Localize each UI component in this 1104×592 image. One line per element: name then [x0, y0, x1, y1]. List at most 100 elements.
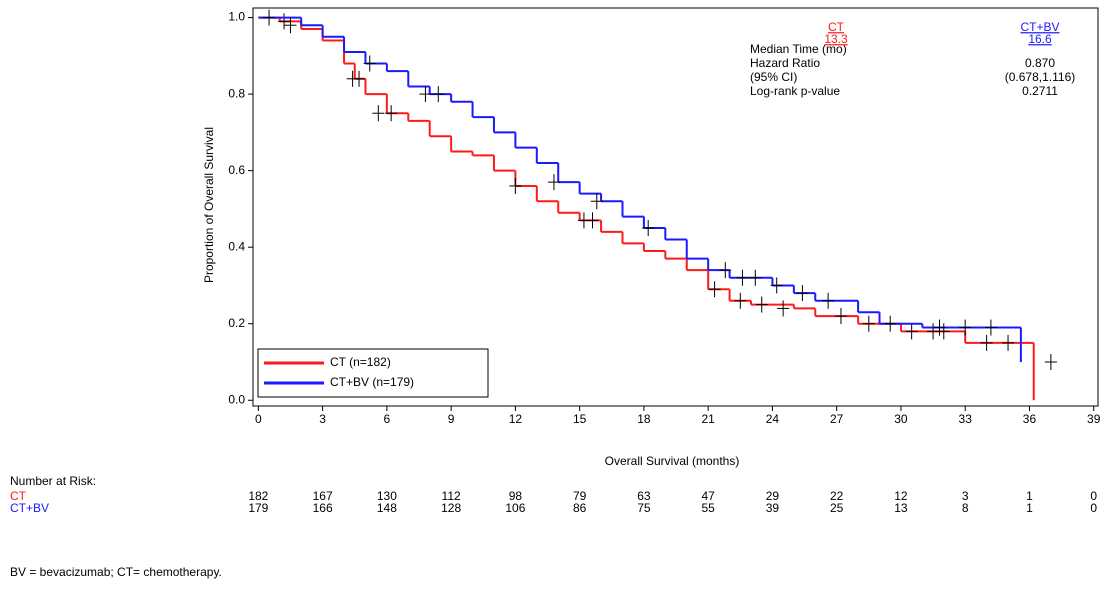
footnote: BV = bevacizumab; CT= chemotherapy. [10, 565, 222, 579]
risk-count: 112 [442, 489, 461, 503]
risk-row-label: CT [10, 489, 27, 503]
censor-mark [278, 13, 291, 30]
censor-mark [927, 323, 940, 340]
risk-count: 3 [962, 489, 969, 503]
risk-count: 0 [1090, 489, 1097, 503]
risk-count: 55 [701, 501, 715, 515]
risk-count: 79 [573, 489, 587, 503]
censor-mark [1044, 353, 1057, 370]
x-tick-label: 15 [573, 412, 587, 426]
censor-mark [749, 269, 762, 286]
censor-mark [770, 277, 783, 294]
stats-label: (95% CI) [750, 70, 797, 84]
risk-count: 166 [313, 501, 333, 515]
y-tick-label: 1.0 [228, 10, 245, 24]
censor-mark [984, 319, 997, 336]
x-tick-label: 24 [766, 412, 780, 426]
stats-label: Hazard Ratio [750, 56, 820, 70]
censor-mark [905, 323, 918, 340]
y-tick-label: 0.8 [228, 86, 245, 100]
censor-mark [719, 262, 732, 279]
risk-count: 130 [377, 489, 397, 503]
risk-count: 98 [509, 489, 523, 503]
y-tick-label: 0.0 [228, 392, 245, 406]
censor-mark [734, 292, 747, 309]
censor-mark [980, 334, 993, 351]
y-axis-label: Proportion of Overall Survival [202, 127, 216, 283]
x-tick-label: 21 [701, 412, 715, 426]
x-tick-label: 33 [959, 412, 973, 426]
censor-mark [959, 319, 972, 336]
censor-mark [884, 315, 897, 332]
censor-mark [419, 86, 432, 103]
x-tick-label: 6 [384, 412, 391, 426]
censor-mark [642, 220, 655, 237]
risk-count: 0 [1090, 501, 1097, 515]
risk-count: 167 [313, 489, 333, 503]
stats-header: CT [828, 20, 845, 34]
risk-count: 1 [1026, 489, 1033, 503]
censor-mark [1002, 334, 1015, 351]
risk-count: 1 [1026, 501, 1033, 515]
legend-label: CT (n=182) [330, 355, 391, 369]
risk-count: 179 [248, 501, 268, 515]
risk-count: 8 [962, 501, 969, 515]
risk-count: 22 [830, 489, 844, 503]
legend-box [257, 348, 489, 398]
y-tick-label: 0.2 [228, 316, 245, 330]
censor-mark [822, 292, 835, 309]
censor-mark [372, 105, 385, 122]
censor-mark [590, 193, 603, 210]
stats-value: 16.6 [1028, 32, 1052, 46]
y-tick-label: 0.4 [228, 239, 245, 253]
x-tick-label: 39 [1087, 412, 1101, 426]
y-tick-label: 0.6 [228, 163, 245, 177]
x-tick-label: 12 [509, 412, 523, 426]
risk-count: 39 [766, 501, 780, 515]
stats-label: Log-rank p-value [750, 84, 840, 98]
censor-mark [509, 177, 522, 194]
plot-frame [252, 7, 1099, 407]
risk-count: 86 [573, 501, 587, 515]
risk-count: 106 [505, 501, 525, 515]
censor-mark [862, 315, 875, 332]
risk-count: 148 [377, 501, 397, 515]
stats-value: 13.3 [824, 32, 848, 46]
risk-count: 13 [894, 501, 908, 515]
risk-count: 29 [766, 489, 780, 503]
censor-mark [363, 55, 376, 72]
x-tick-label: 3 [319, 412, 326, 426]
risk-count: 128 [441, 501, 461, 515]
censor-mark [933, 319, 946, 336]
stats-value: 0.2711 [1022, 84, 1058, 98]
stats-header: CT+BV [1020, 20, 1059, 34]
censor-mark [547, 174, 560, 191]
censor-mark [708, 281, 721, 298]
censor-mark [432, 86, 445, 103]
x-tick-label: 9 [448, 412, 455, 426]
censor-mark [796, 285, 809, 302]
risk-count: 63 [637, 489, 651, 503]
risk-count: 25 [830, 501, 844, 515]
censor-mark [353, 70, 366, 87]
x-tick-label: 18 [637, 412, 651, 426]
stats-value: (0.678,1.116) [1005, 70, 1076, 84]
stats-label: Median Time (mo) [750, 42, 847, 56]
risk-count: 75 [637, 501, 651, 515]
censor-mark [284, 17, 297, 34]
risk-row-label: CT+BV [10, 501, 49, 515]
risk-title: Number at Risk: [10, 474, 96, 488]
x-tick-label: 36 [1023, 412, 1037, 426]
risk-count: 12 [894, 489, 908, 503]
x-axis-label: Overall Survival (months) [605, 454, 740, 468]
x-tick-label: 27 [830, 412, 844, 426]
x-tick-label: 0 [255, 412, 262, 426]
censor-mark [834, 308, 847, 325]
risk-count: 182 [248, 489, 268, 503]
x-tick-label: 30 [894, 412, 908, 426]
censor-mark [586, 212, 599, 229]
censor-mark [263, 9, 276, 26]
censor-mark [736, 269, 749, 286]
stats-value: 0.870 [1025, 56, 1055, 70]
